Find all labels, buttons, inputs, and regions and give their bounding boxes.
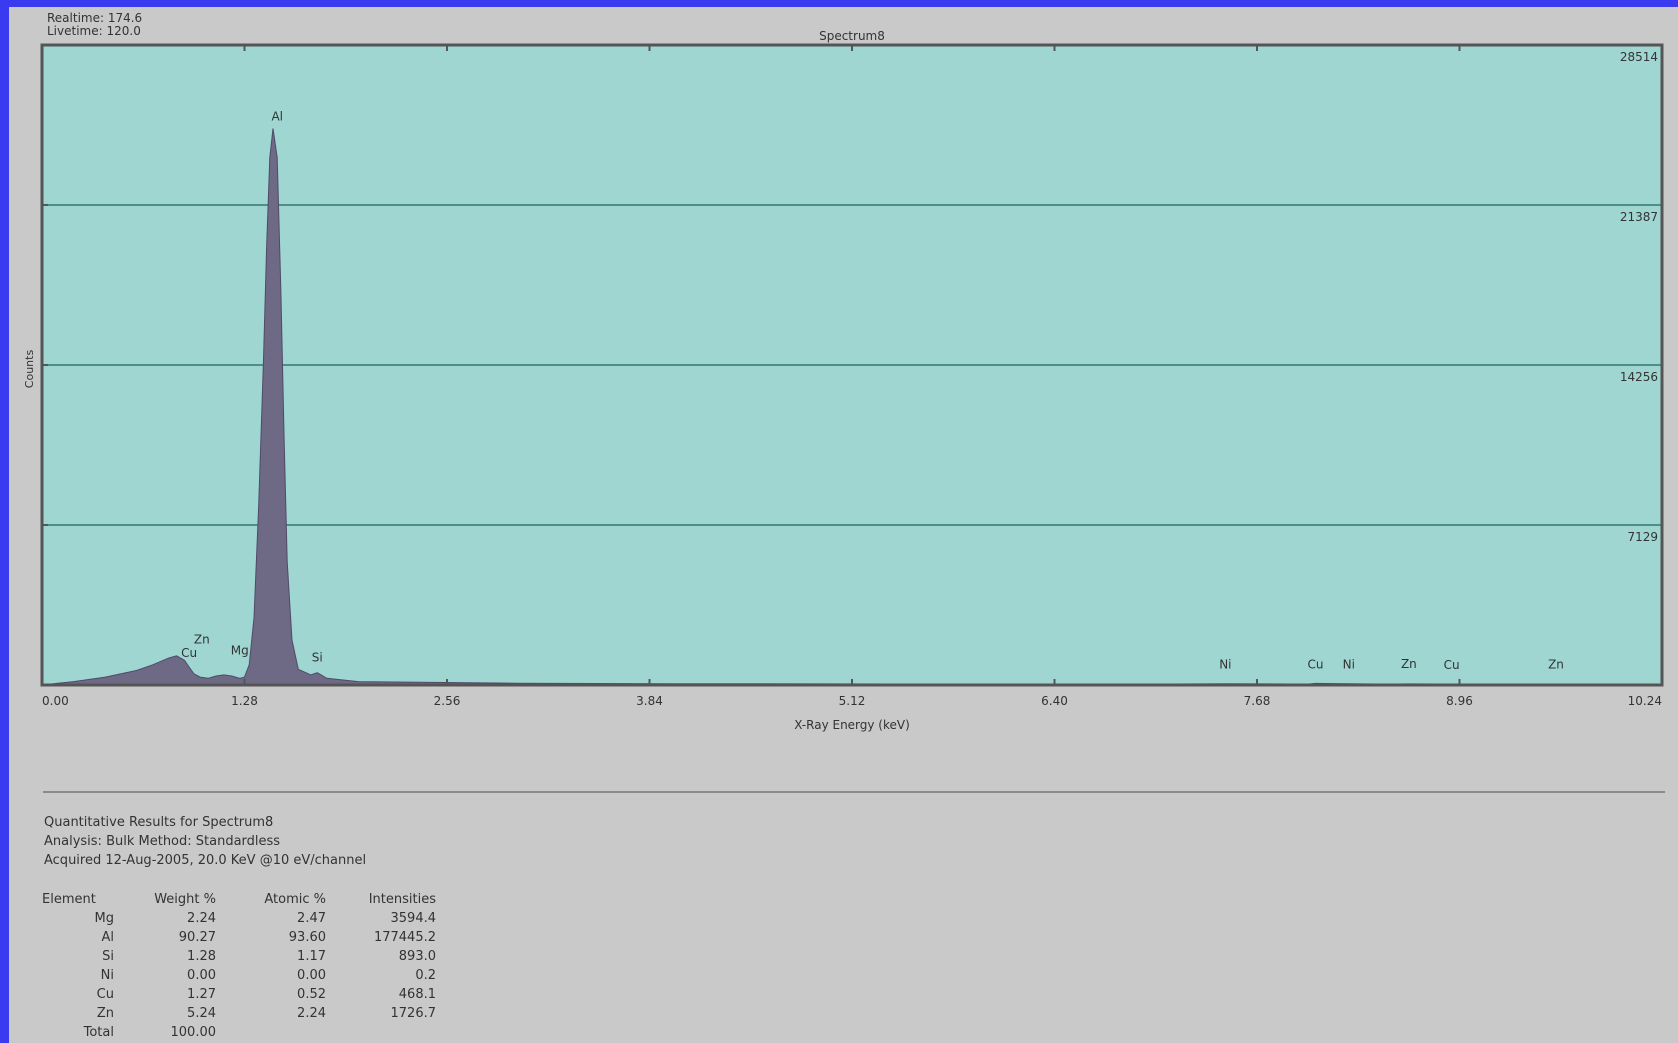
- y-axis-label: Counts: [23, 350, 36, 389]
- element-cell: Ni: [100, 968, 114, 983]
- element-cell: Mg: [94, 911, 114, 926]
- atomic-cell: [226, 1023, 336, 1042]
- intensity-cell: 177445.2: [373, 930, 436, 945]
- peak-label: Ni: [1343, 657, 1355, 671]
- column-header: Intensities: [368, 892, 436, 907]
- analysis-line: Analysis: Bulk Method: Standardless: [44, 834, 281, 849]
- spectrum-chart: 0.00 1.28 2.56 3.84 5.12 6.40 7.68 8.96 10.24 285…: [23, 29, 1664, 732]
- chart-title: Spectrum8: [819, 29, 885, 43]
- intensity-cell: 893.0: [398, 949, 436, 964]
- peak-label: Mg: [231, 644, 249, 658]
- table-row: Si 1.28 1.17 893.0: [42, 947, 446, 966]
- peak-label: Cu: [1308, 657, 1324, 671]
- results-header-row: Element Weight % Atomic % Intensities: [42, 890, 446, 909]
- y-tick-label: 21387: [1620, 210, 1658, 224]
- atomic-cell: 93.60: [288, 930, 326, 945]
- x-tick-label: 1.28: [231, 694, 258, 708]
- eds-report-panel: Realtime: 174.6 Livetime: 120.0 0.00 1.28…: [9, 7, 1678, 1043]
- peak-label: Al: [271, 109, 283, 123]
- intensity-cell: 3594.4: [390, 911, 437, 926]
- column-header: Element: [42, 892, 96, 907]
- x-tick-label: 3.84: [636, 694, 663, 708]
- peak-label: Zn: [1401, 657, 1417, 671]
- weight-cell: 2.24: [187, 911, 216, 926]
- atomic-cell: 1.17: [297, 949, 326, 964]
- peak-label: Cu: [181, 646, 197, 660]
- weight-cell: 0.00: [187, 968, 216, 983]
- atomic-cell: 0.52: [297, 987, 326, 1002]
- element-cell: Al: [101, 930, 114, 945]
- x-tick-label: 2.56: [434, 694, 461, 708]
- x-tick-label: 7.68: [1244, 694, 1271, 708]
- peak-label: Zn: [1548, 657, 1564, 671]
- table-row: Total 100.00: [42, 1023, 446, 1042]
- peak-label: Zn: [194, 632, 210, 646]
- table-row: Ni 0.00 0.00 0.2: [42, 966, 446, 985]
- x-tick-label: 10.24: [1628, 694, 1662, 708]
- acquired-line: Acquired 12-Aug-2005, 20.0 KeV @10 eV/ch…: [44, 853, 367, 868]
- weight-cell: 90.27: [178, 930, 216, 945]
- weight-cell: 1.27: [187, 987, 216, 1002]
- table-row: Al 90.27 93.60 177445.2: [42, 928, 446, 947]
- intensity-cell: 1726.7: [390, 1006, 437, 1021]
- intensity-cell: [336, 1023, 446, 1042]
- livetime-text: Livetime: 120.0: [47, 24, 141, 38]
- intensity-cell: 0.2: [415, 968, 436, 983]
- peak-label: Si: [312, 650, 323, 664]
- weight-cell: 100.00: [170, 1025, 217, 1040]
- y-tick-label: 14256: [1620, 370, 1658, 384]
- realtime-text: Realtime: 174.6: [47, 11, 143, 25]
- atomic-cell: 2.47: [297, 911, 326, 926]
- results-table: Element Weight % Atomic % Intensities Mg…: [42, 890, 446, 1042]
- x-tick-label: 6.40: [1041, 694, 1068, 708]
- weight-cell: 5.24: [187, 1006, 216, 1021]
- weight-cell: 1.28: [187, 949, 216, 964]
- x-tick-label: 0.00: [42, 694, 69, 708]
- element-cell: Zn: [96, 1006, 114, 1021]
- peak-label: Ni: [1219, 657, 1231, 671]
- column-header: Weight %: [154, 892, 216, 907]
- x-axis-label: X-Ray Energy (keV): [794, 718, 910, 732]
- table-row: Mg 2.24 2.47 3594.4: [42, 909, 446, 928]
- element-cell: Si: [102, 949, 114, 964]
- element-cell: Total: [83, 1025, 114, 1040]
- section-divider: [43, 791, 1665, 793]
- x-tick-label: 8.96: [1446, 694, 1473, 708]
- x-tick-label: 5.12: [839, 694, 866, 708]
- y-tick-label: 7129: [1627, 530, 1658, 544]
- results-title: Quantitative Results for Spectrum8: [44, 815, 274, 830]
- element-cell: Cu: [96, 987, 114, 1002]
- peak-label: Cu: [1444, 658, 1460, 672]
- column-header: Atomic %: [264, 892, 326, 907]
- atomic-cell: 0.00: [297, 968, 326, 983]
- y-tick-label: 28514: [1620, 50, 1658, 64]
- atomic-cell: 2.24: [297, 1006, 326, 1021]
- intensity-cell: 468.1: [398, 987, 436, 1002]
- table-row: Zn 5.24 2.24 1726.7: [42, 1004, 446, 1023]
- table-row: Cu 1.27 0.52 468.1: [42, 985, 446, 1004]
